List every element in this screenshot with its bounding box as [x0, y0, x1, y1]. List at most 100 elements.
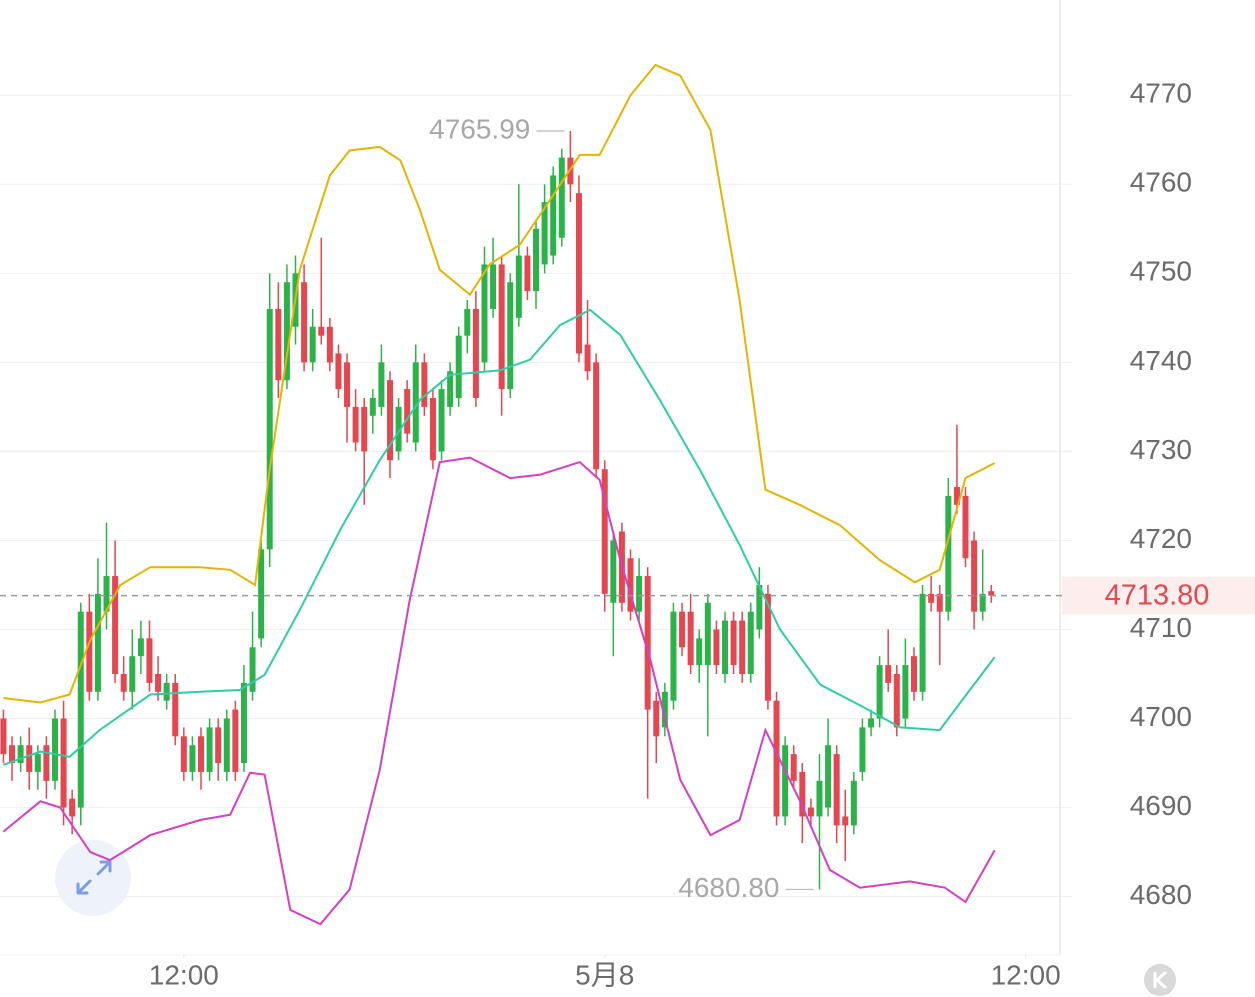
candle — [661, 682, 668, 737]
y-tick-label: 4750 — [1130, 256, 1192, 287]
candle — [137, 620, 144, 674]
expand-bg[interactable] — [55, 840, 131, 916]
candle-body — [730, 620, 737, 666]
candle-body — [352, 406, 359, 443]
candle-body — [713, 629, 720, 666]
candle — [9, 736, 16, 781]
candle-body — [94, 593, 101, 692]
candle — [421, 353, 428, 416]
candle-body — [490, 264, 497, 309]
candle-body — [799, 771, 806, 817]
candle — [86, 593, 93, 701]
candle-body — [404, 389, 411, 434]
candle-body — [575, 193, 582, 354]
k-badge[interactable] — [1144, 964, 1176, 996]
candle-body — [240, 682, 247, 764]
candle — [120, 656, 127, 701]
candle-body — [378, 362, 385, 407]
candle — [515, 184, 522, 327]
candle-body — [524, 255, 531, 292]
candle — [249, 611, 256, 701]
candle — [524, 246, 531, 301]
candle-body — [198, 736, 205, 772]
candle-body — [120, 673, 127, 692]
candle — [653, 691, 660, 764]
candle — [438, 380, 445, 461]
candle — [945, 478, 952, 621]
candle — [593, 353, 600, 479]
candle-body — [971, 540, 978, 612]
y-tick-label: 4680 — [1130, 879, 1192, 910]
candle-body — [756, 584, 763, 630]
candle — [979, 549, 986, 621]
candle-body — [51, 718, 58, 781]
candle — [936, 584, 943, 666]
candle — [610, 531, 617, 657]
candle-body — [816, 780, 823, 817]
candle-body — [636, 576, 643, 612]
candle — [850, 771, 857, 835]
candle-body — [945, 495, 952, 612]
candle — [842, 789, 849, 861]
candle-body — [344, 362, 351, 407]
candle-body — [112, 576, 119, 674]
candle-body — [747, 611, 754, 674]
candle-body — [739, 620, 746, 674]
candle — [721, 611, 728, 683]
candle-body — [953, 487, 960, 505]
candle — [575, 175, 582, 363]
candle-body — [790, 754, 797, 781]
k-badge-bg[interactable] — [1144, 964, 1176, 996]
candle-body — [868, 718, 875, 728]
grid — [0, 94, 1072, 898]
candle — [833, 745, 840, 844]
candle — [533, 219, 540, 309]
y-tick-label: 4720 — [1130, 523, 1192, 554]
last-price-bg — [1062, 576, 1255, 615]
candle-body — [764, 593, 771, 701]
candle — [953, 424, 960, 514]
candle-body — [421, 362, 428, 407]
candle — [429, 389, 436, 470]
x-tick-label: 5月8 — [575, 959, 634, 990]
candle-body — [593, 362, 600, 470]
candle-body — [206, 727, 213, 772]
candle — [223, 709, 230, 781]
candle — [807, 798, 814, 826]
band-line — [2, 456, 996, 926]
candle — [189, 736, 196, 781]
candle — [988, 584, 995, 603]
expand-button[interactable] — [55, 840, 131, 916]
candle-body — [180, 736, 187, 772]
candle — [644, 567, 651, 799]
candle — [670, 602, 677, 710]
candle — [584, 300, 591, 381]
y-tick-label: 4700 — [1130, 701, 1192, 732]
candle — [378, 344, 385, 416]
candle-body — [412, 362, 419, 443]
candle-body — [34, 754, 41, 772]
candle-body — [902, 665, 909, 719]
candle — [696, 629, 703, 683]
candle — [507, 273, 514, 398]
candle — [773, 691, 780, 826]
candle-body — [601, 469, 608, 594]
candle-body — [361, 406, 368, 452]
candle — [498, 255, 505, 416]
candle-body — [17, 745, 24, 764]
candle — [60, 700, 67, 826]
candle — [790, 745, 797, 790]
candle — [747, 602, 754, 683]
candle-body — [318, 326, 325, 336]
candle — [404, 380, 411, 443]
candle-body — [326, 326, 333, 363]
candle-body — [481, 264, 488, 363]
expand-icon[interactable] — [76, 860, 112, 895]
candle — [318, 237, 325, 345]
candle — [447, 362, 454, 416]
candle-body — [189, 745, 196, 772]
candle — [464, 300, 471, 354]
k-badge-icon[interactable] — [1153, 970, 1167, 990]
